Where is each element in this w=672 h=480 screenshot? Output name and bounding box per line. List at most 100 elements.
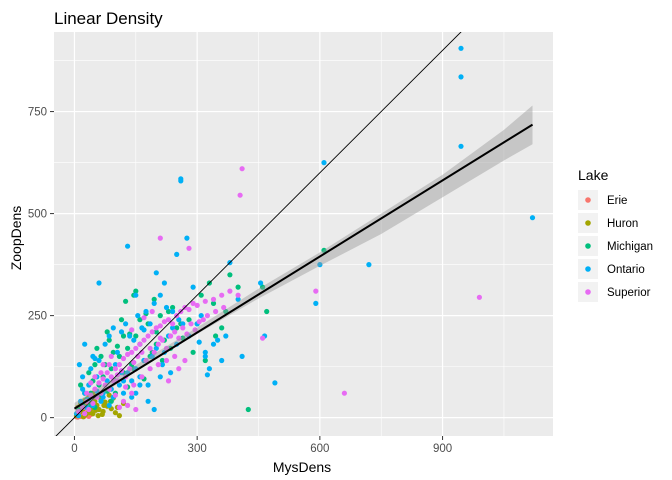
- point-ontario: [106, 402, 112, 408]
- legend-dot-superior: [585, 289, 591, 295]
- point-superior: [92, 374, 98, 380]
- point-ontario: [123, 321, 129, 327]
- legend-label-erie: Erie: [607, 195, 627, 207]
- point-superior: [147, 345, 153, 351]
- point-superior: [108, 374, 114, 380]
- point-michigan: [120, 333, 127, 339]
- x-axis-title: MysDens: [273, 459, 331, 475]
- point-superior: [139, 349, 145, 355]
- point-michigan: [104, 329, 110, 335]
- point-superior: [168, 333, 174, 339]
- point-superior: [141, 337, 147, 343]
- point-superior: [190, 300, 196, 306]
- x-tick-label: 600: [310, 443, 329, 455]
- legend-dot-huron: [585, 220, 591, 226]
- point-superior: [153, 325, 159, 331]
- point-superior: [165, 378, 172, 384]
- point-superior: [204, 313, 210, 319]
- point-ontario: [129, 378, 135, 384]
- point-ontario: [106, 333, 112, 339]
- point-michigan: [118, 317, 125, 323]
- point-ontario: [118, 329, 125, 335]
- point-superior: [127, 366, 133, 372]
- point-huron: [99, 411, 105, 417]
- point-superior: [125, 402, 131, 408]
- point-ontario: [76, 362, 82, 368]
- point-ontario: [131, 337, 137, 343]
- legend-dot-michigan: [585, 243, 591, 249]
- point-michigan: [108, 398, 114, 404]
- point-huron: [116, 413, 122, 419]
- point-ontario: [143, 308, 149, 315]
- point-ontario: [114, 349, 120, 355]
- point-ontario: [145, 398, 151, 404]
- y-axis: 0 250 500 750: [28, 107, 54, 425]
- point-ontario: [202, 353, 208, 359]
- point-superior: [147, 366, 153, 372]
- point-ontario: [178, 176, 184, 182]
- point-superior: [98, 370, 104, 376]
- point-superior: [90, 400, 96, 406]
- point-huron: [95, 413, 101, 419]
- series-ontario: [73, 45, 536, 419]
- point-michigan: [78, 382, 84, 388]
- point-superior: [170, 321, 176, 327]
- point-superior: [235, 292, 241, 298]
- point-superior: [165, 317, 172, 323]
- point-ontario: [141, 327, 147, 333]
- y-tick-label: 250: [28, 311, 47, 323]
- point-ontario: [458, 74, 464, 80]
- point-superior: [129, 390, 135, 396]
- point-ontario: [88, 366, 94, 372]
- point-ontario: [157, 292, 163, 298]
- point-michigan: [174, 325, 180, 331]
- point-ontario: [210, 341, 217, 347]
- point-ontario: [168, 370, 174, 376]
- point-superior: [192, 327, 198, 333]
- point-ontario: [458, 143, 464, 149]
- point-ontario: [90, 353, 96, 359]
- point-michigan: [180, 335, 186, 341]
- point-ontario: [120, 390, 127, 396]
- point-ontario: [116, 382, 122, 388]
- point-michigan: [94, 345, 100, 351]
- point-ontario: [170, 325, 176, 331]
- point-ontario: [149, 353, 155, 359]
- point-superior: [120, 398, 127, 404]
- point-ontario: [100, 394, 106, 400]
- point-superior: [120, 355, 127, 362]
- point-ontario: [196, 339, 202, 345]
- point-superior: [129, 327, 135, 333]
- point-superior: [141, 315, 147, 321]
- point-michigan: [210, 300, 217, 306]
- point-superior: [210, 296, 217, 302]
- point-superior: [151, 349, 157, 355]
- point-superior: [112, 366, 118, 372]
- point-ontario: [170, 308, 176, 315]
- point-ontario: [190, 284, 196, 290]
- point-michigan: [86, 370, 92, 376]
- point-superior: [129, 349, 135, 355]
- point-superior: [149, 329, 155, 335]
- point-ontario: [174, 251, 180, 257]
- point-ontario: [104, 378, 110, 384]
- point-superior: [92, 386, 98, 392]
- point-superior: [184, 331, 190, 337]
- point-superior: [157, 235, 163, 241]
- plot-panel: [54, 32, 553, 436]
- point-superior: [186, 245, 192, 251]
- point-michigan: [133, 288, 139, 294]
- point-ontario: [129, 394, 135, 400]
- point-ontario: [80, 374, 86, 380]
- point-superior: [186, 306, 192, 313]
- point-ontario: [96, 280, 102, 286]
- point-michigan: [202, 357, 208, 364]
- point-superior: [116, 404, 122, 410]
- point-ontario: [137, 382, 143, 388]
- point-michigan: [157, 313, 163, 319]
- point-ontario: [458, 45, 464, 51]
- point-michigan: [245, 406, 251, 413]
- legend-dot-erie: [585, 197, 591, 203]
- point-ontario: [151, 406, 157, 413]
